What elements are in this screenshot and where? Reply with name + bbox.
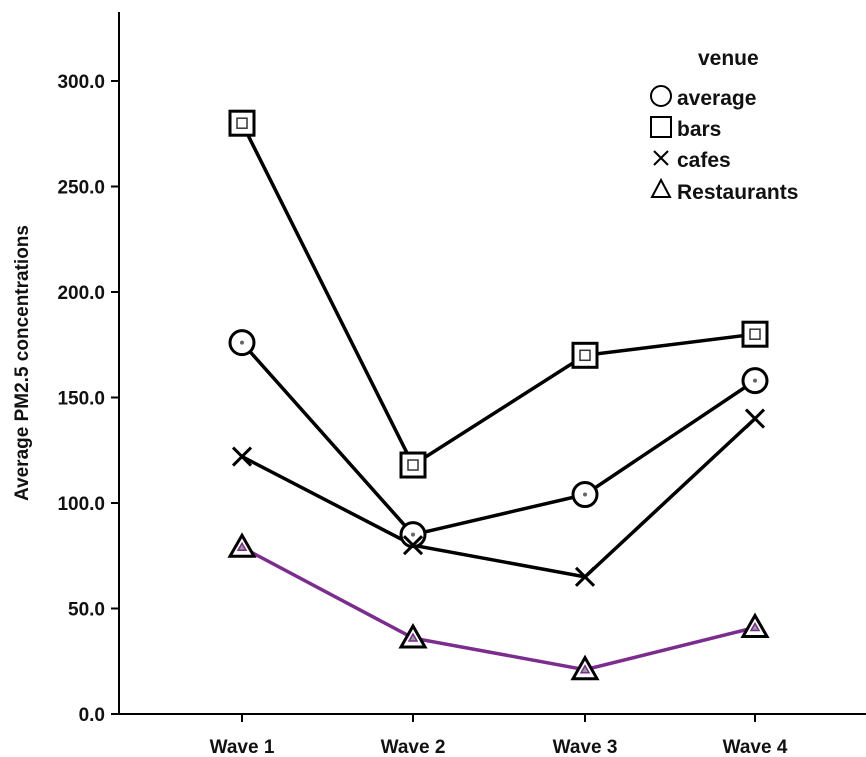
data-point-cafes	[231, 446, 253, 467]
x-tick-label: Wave 2	[381, 737, 446, 757]
legend-label: average	[677, 87, 756, 110]
legend-item: average	[650, 85, 756, 110]
data-point-restaurants	[740, 612, 770, 638]
legend-circle-icon	[650, 85, 672, 107]
y-tick-label: 300.0	[57, 72, 105, 93]
series-lines	[240, 122, 757, 672]
axes	[118, 12, 866, 715]
legend-label: Restaurants	[677, 181, 798, 204]
legend-item: cafes	[653, 149, 731, 172]
data-point-average	[571, 481, 599, 509]
series-markers	[227, 109, 770, 681]
series-line-bars	[240, 122, 756, 468]
data-point-average	[741, 367, 769, 395]
data-point-bars	[399, 451, 427, 479]
legend-x-icon	[653, 150, 669, 166]
data-point-restaurants	[227, 532, 257, 558]
legend-label: bars	[677, 118, 721, 141]
data-point-bars	[741, 320, 769, 348]
y-ticks: 0.0 50.0 100.0 150.0 200.0 250.0 300.0	[57, 72, 119, 726]
y-tick-label: 50.0	[68, 600, 105, 621]
data-point-cafes	[402, 535, 424, 556]
y-tick-label: 150.0	[57, 389, 105, 410]
legend-triangle-icon	[650, 177, 672, 198]
legend-square-icon	[650, 116, 672, 138]
x-tick-label: Wave 4	[723, 737, 788, 757]
legend-title: venue	[698, 47, 759, 70]
series-line-restaurants	[241, 545, 756, 672]
y-tick-label: 250.0	[57, 178, 105, 199]
data-point-average	[399, 521, 427, 549]
legend: venue average bars cafes Restaurants	[650, 47, 798, 204]
data-point-average	[228, 329, 256, 357]
y-tick-label: 0.0	[79, 705, 105, 726]
data-point-restaurants	[570, 654, 600, 681]
data-point-cafes	[744, 408, 766, 429]
legend-item: Restaurants	[650, 177, 798, 204]
y-tick-label: 100.0	[57, 494, 105, 515]
x-tick-label: Wave 3	[553, 737, 618, 757]
y-tick-label: 200.0	[57, 283, 105, 304]
legend-label: cafes	[677, 149, 731, 172]
data-point-restaurants	[398, 623, 428, 649]
x-ticks: Wave 1 Wave 2 Wave 3 Wave 4	[210, 714, 788, 757]
data-point-bars	[571, 341, 599, 369]
x-tick-label: Wave 1	[210, 737, 275, 757]
series-line-average	[240, 341, 756, 537]
data-point-cafes	[574, 566, 596, 587]
legend-item: bars	[650, 116, 721, 141]
series-line-cafes	[241, 417, 757, 579]
data-point-bars	[228, 109, 256, 137]
y-axis-title: Average PM2.5 concentrations	[12, 225, 33, 501]
